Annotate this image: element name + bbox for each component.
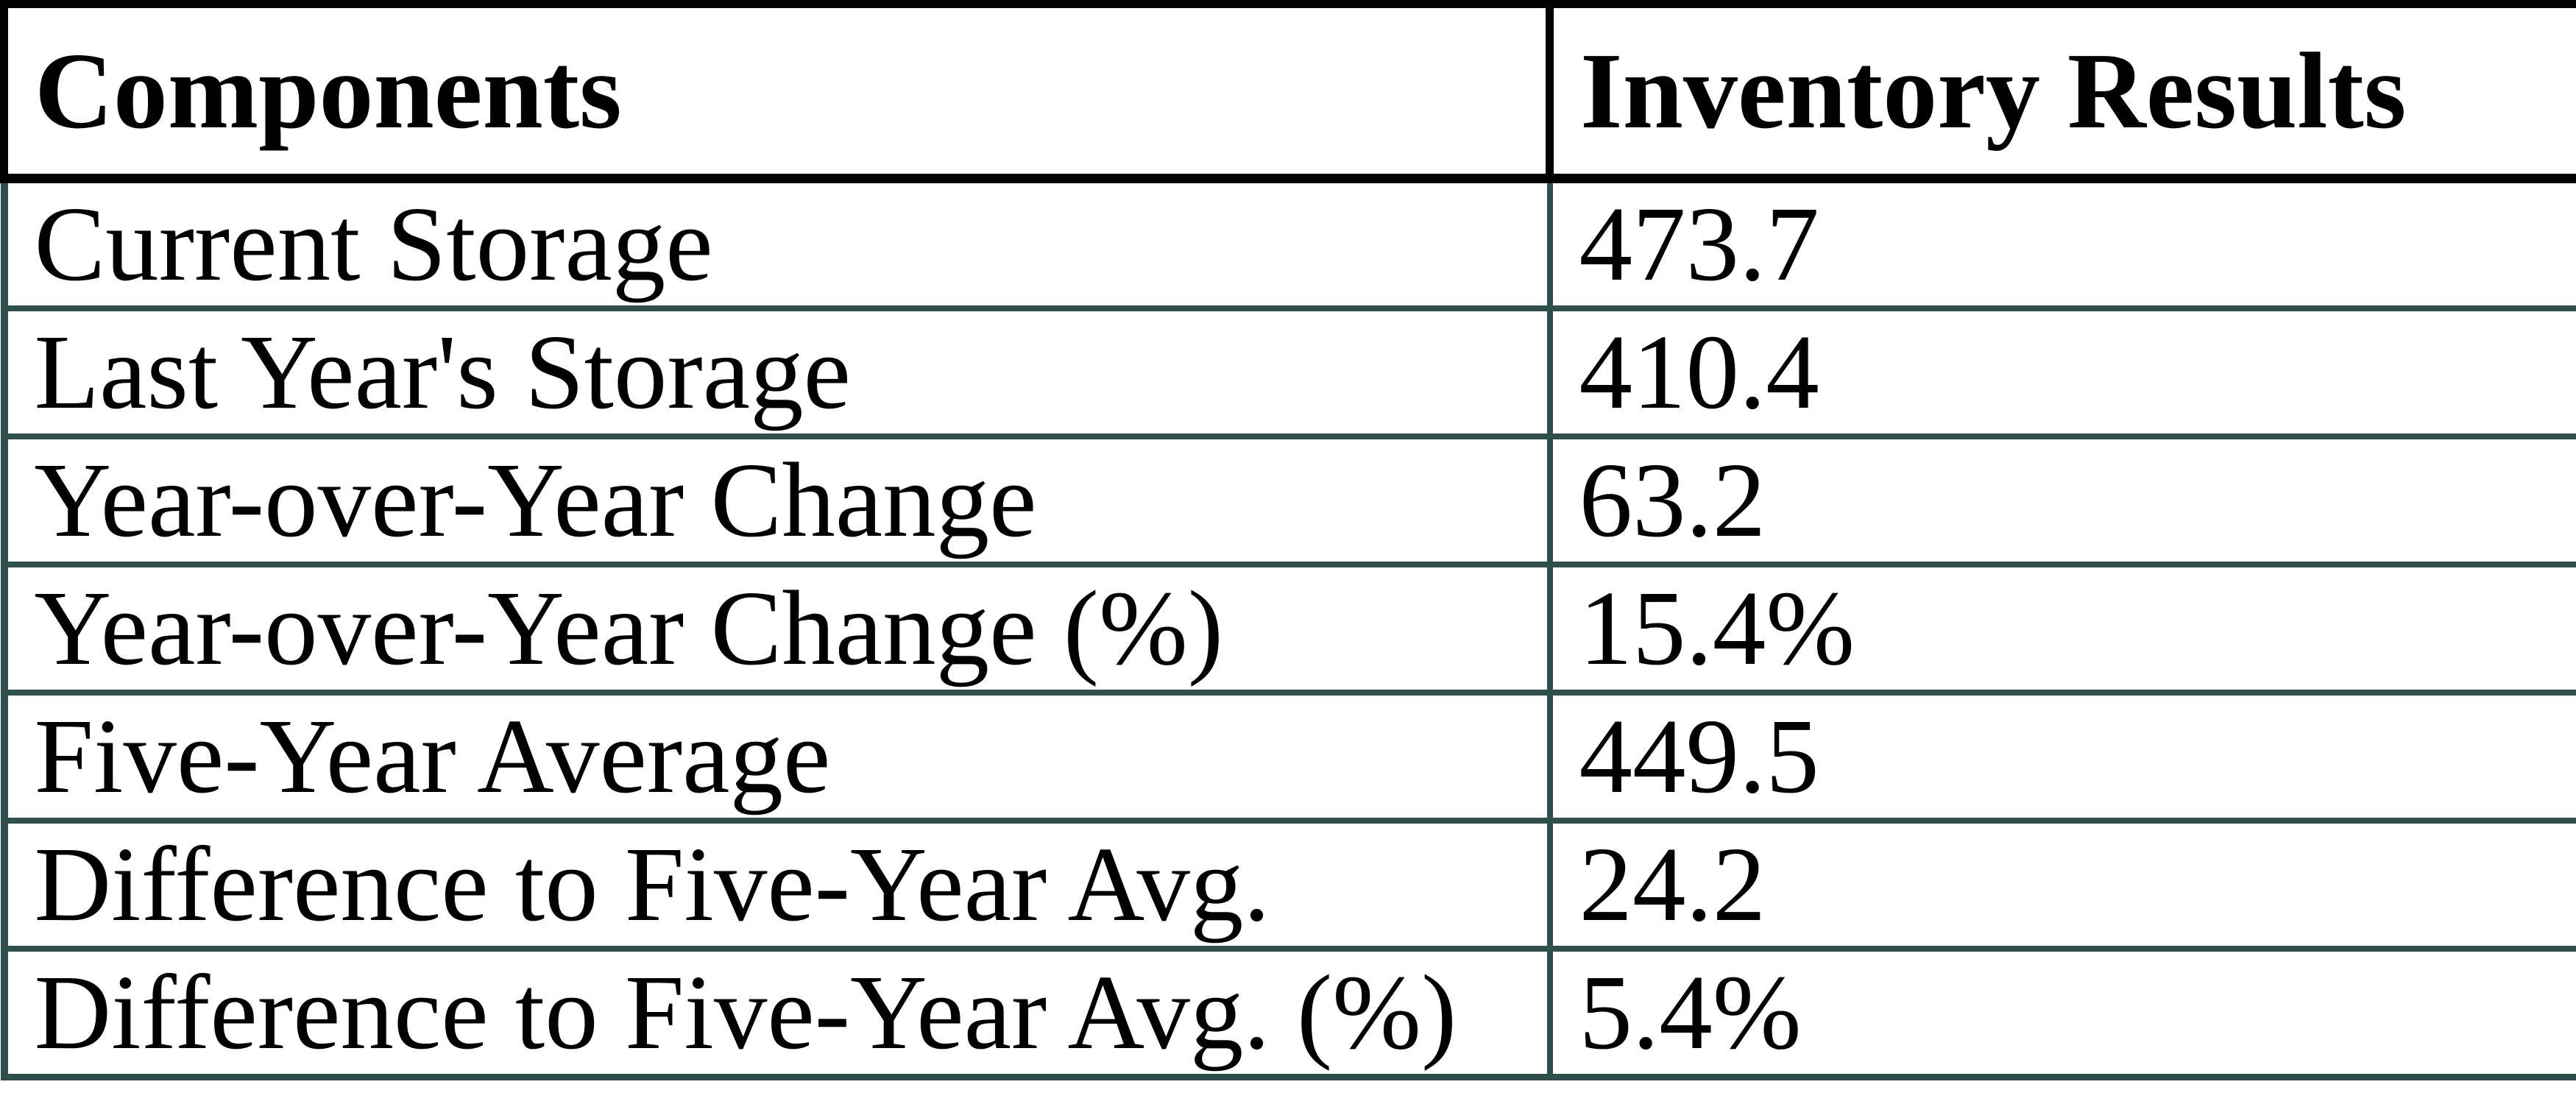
table-row: Difference to Five-Year Avg. (%) 5.4%: [0, 946, 2576, 1080]
table-row: Current Storage 473.7: [0, 175, 2576, 311]
row-label-five-year-average: Five-Year Average: [0, 690, 1553, 824]
row-label-diff-five-year-avg-pct: Difference to Five-Year Avg. (%): [0, 946, 1553, 1080]
row-value-last-years-storage: 410.4: [1546, 305, 2576, 439]
row-label-current-storage: Current Storage: [0, 175, 1553, 311]
table-row: Last Year's Storage 410.4: [0, 305, 2576, 439]
table-body: Current Storage 473.7 Last Year's Storag…: [0, 175, 2576, 1080]
row-label-last-years-storage: Last Year's Storage: [0, 305, 1553, 439]
table-header: Components Inventory Results: [0, 0, 2576, 183]
row-label-diff-five-year-avg: Difference to Five-Year Avg.: [0, 818, 1553, 952]
row-value-yoy-change: 63.2: [1546, 434, 2576, 567]
row-label-yoy-change: Year-over-Year Change: [0, 434, 1553, 567]
table-row: Year-over-Year Change (%) 15.4%: [0, 562, 2576, 696]
row-value-five-year-average: 449.5: [1546, 690, 2576, 824]
row-label-yoy-change-pct: Year-over-Year Change (%): [0, 562, 1553, 696]
header-cell-inventory-results: Inventory Results: [1546, 0, 2576, 183]
row-value-current-storage: 473.7: [1546, 175, 2576, 311]
row-value-diff-five-year-avg-pct: 5.4%: [1546, 946, 2576, 1080]
table-row: Difference to Five-Year Avg. 24.2: [0, 818, 2576, 952]
header-cell-components: Components: [0, 0, 1554, 183]
table-row: Five-Year Average 449.5: [0, 690, 2576, 824]
inventory-table: Components Inventory Results Current Sto…: [0, 0, 2576, 1080]
table-row: Year-over-Year Change 63.2: [0, 434, 2576, 567]
row-value-diff-five-year-avg: 24.2: [1546, 818, 2576, 952]
header-row: Components Inventory Results: [0, 0, 2576, 183]
row-value-yoy-change-pct: 15.4%: [1546, 562, 2576, 696]
